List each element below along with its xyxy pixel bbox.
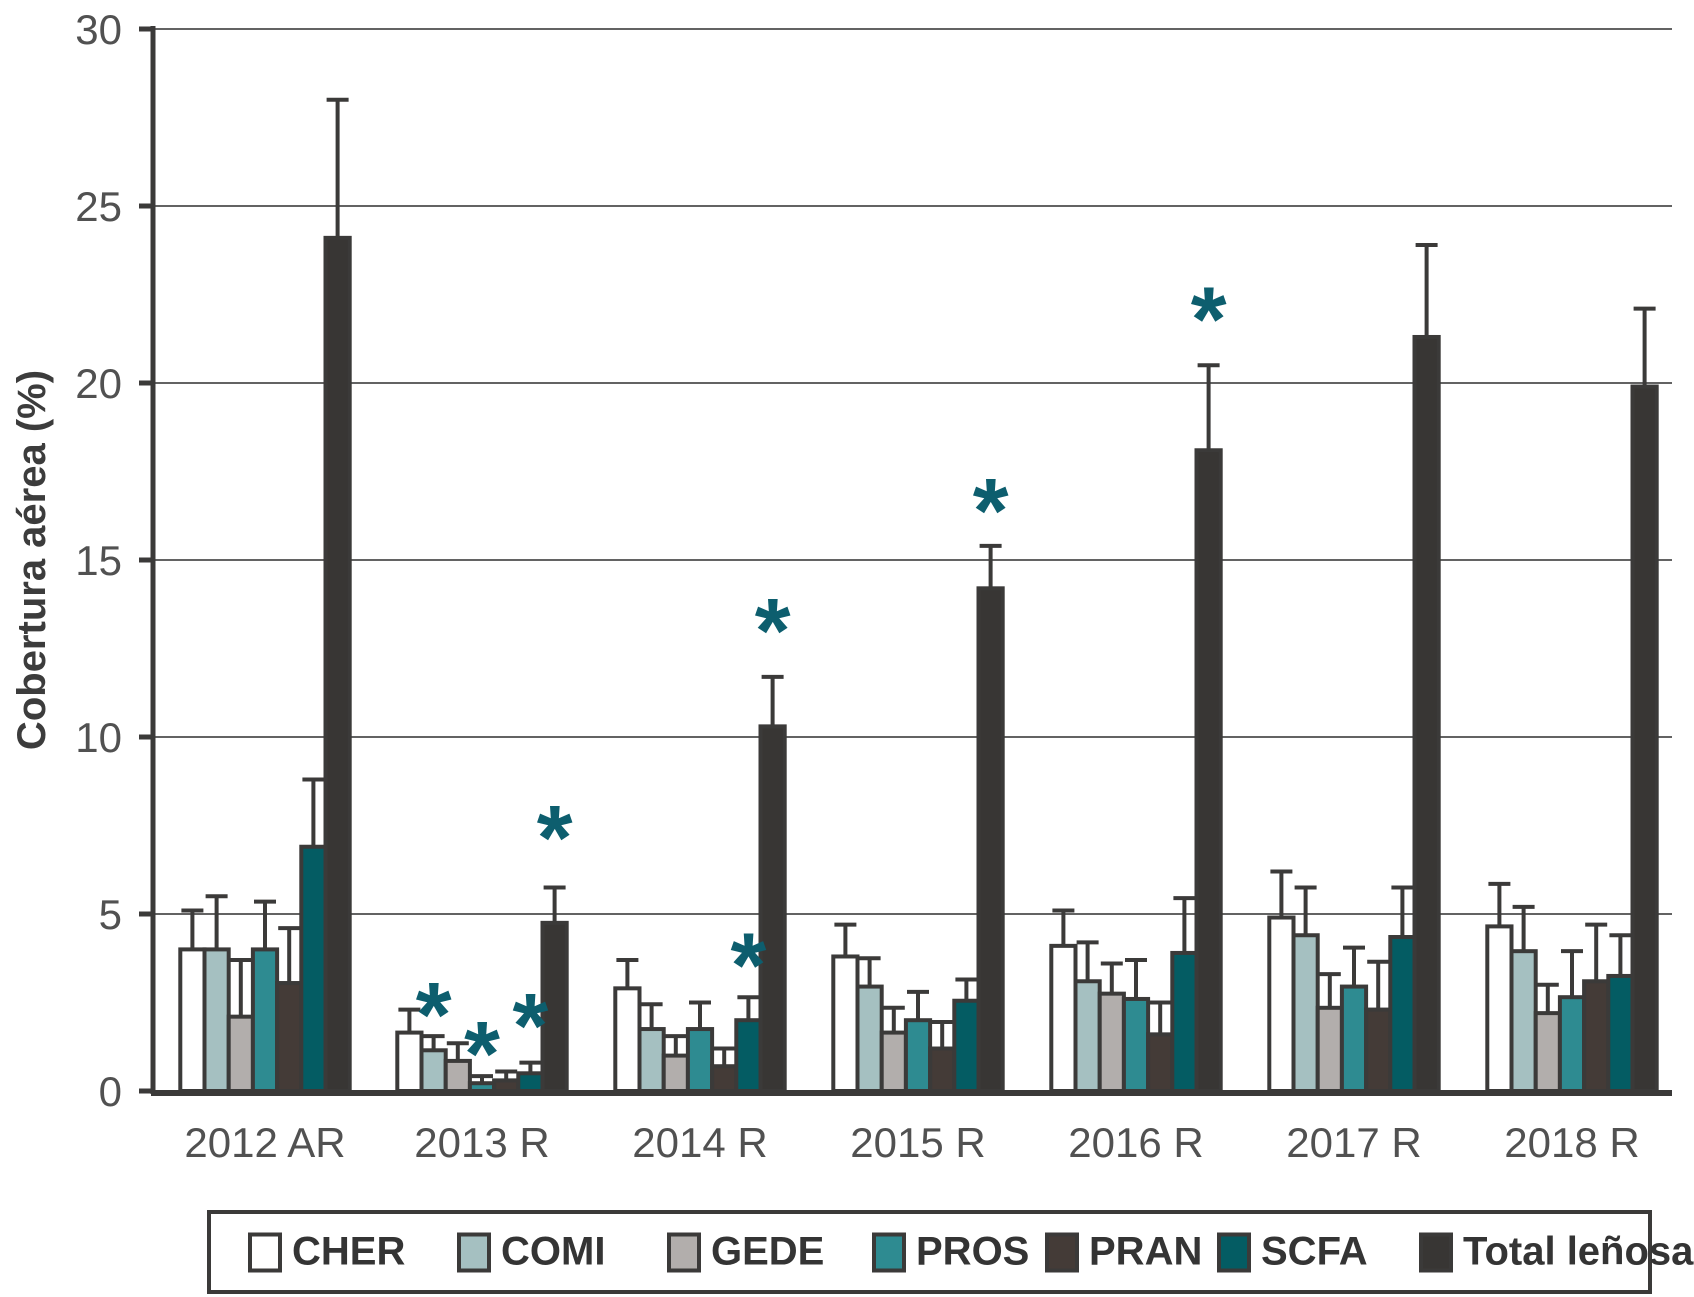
bar	[1557, 995, 1587, 1093]
bar	[758, 724, 787, 1093]
bar	[178, 947, 207, 1094]
y-tick-label: 10	[75, 714, 122, 761]
x-tick-label: 2012 AR	[184, 1119, 345, 1166]
significance-asterisk: *	[512, 975, 548, 1077]
legend-label: PROS	[916, 1229, 1030, 1274]
x-tick-label: 2016 R	[1068, 1119, 1203, 1166]
legend-swatch	[872, 1232, 906, 1272]
bar	[1606, 973, 1635, 1094]
bar	[1315, 1005, 1344, 1093]
legend-swatch	[667, 1232, 701, 1272]
y-tick-label: 5	[99, 891, 122, 938]
bar	[275, 981, 304, 1094]
bar	[685, 1027, 715, 1094]
legend-swatch	[1419, 1232, 1453, 1272]
bar	[879, 1030, 908, 1093]
bar	[976, 586, 1005, 1093]
bar	[831, 954, 860, 1093]
significance-asterisk: *	[464, 1004, 500, 1106]
bar	[299, 844, 328, 1093]
significance-asterisk: *	[755, 581, 791, 683]
legend-item: PROS	[872, 1230, 1029, 1275]
y-axis-title: Cobertura aérea (%)	[10, 369, 54, 751]
bar	[1121, 996, 1151, 1094]
bar	[323, 235, 352, 1094]
x-tick-label: 2018 R	[1504, 1119, 1639, 1166]
legend-swatch	[457, 1232, 491, 1272]
bar	[710, 1064, 739, 1093]
x-tick-label: 2014 R	[632, 1119, 767, 1166]
bar	[1339, 984, 1369, 1094]
bar	[613, 986, 642, 1094]
legend-item: CHER	[248, 1230, 405, 1275]
bar	[1267, 915, 1296, 1093]
legend-item: PRAN	[1045, 1230, 1202, 1275]
legend-item: GEDE	[667, 1230, 824, 1275]
bar	[1073, 979, 1102, 1094]
x-tick-label: 2013 R	[414, 1119, 549, 1166]
x-tick-label: 2015 R	[850, 1119, 985, 1166]
bar	[734, 1018, 763, 1094]
bar	[1146, 1032, 1175, 1093]
y-tick-label: 0	[99, 1068, 122, 1115]
bar	[855, 984, 884, 1094]
significance-asterisk: *	[1191, 269, 1227, 371]
significance-asterisk: *	[973, 460, 1009, 562]
bar	[661, 1053, 690, 1093]
bar	[1412, 334, 1441, 1094]
legend-label: Total leñosas	[1463, 1229, 1694, 1274]
bar	[1291, 933, 1320, 1093]
bar	[928, 1046, 957, 1094]
bar	[1170, 950, 1199, 1093]
y-tick-label: 15	[75, 537, 122, 584]
legend-label: COMI	[501, 1229, 606, 1274]
legend-item: COMI	[457, 1230, 605, 1275]
legend-swatch	[248, 1232, 282, 1272]
legend-item: SCFA	[1217, 1230, 1368, 1275]
bar	[226, 1014, 255, 1093]
bar	[1509, 949, 1538, 1093]
bar	[1533, 1011, 1562, 1093]
legend-swatch	[1045, 1232, 1079, 1272]
legend-label: GEDE	[711, 1229, 825, 1274]
bar	[1194, 448, 1223, 1093]
bar	[1097, 991, 1126, 1094]
legend-label: CHER	[292, 1229, 406, 1274]
bar	[952, 998, 981, 1093]
bar	[250, 947, 280, 1094]
significance-asterisk: *	[730, 915, 766, 1017]
legend-item: Total leñosas	[1419, 1230, 1694, 1275]
significance-asterisk: *	[537, 788, 573, 890]
bar	[1630, 384, 1659, 1094]
x-tick-label: 2017 R	[1286, 1119, 1421, 1166]
bar	[202, 947, 231, 1094]
legend-swatch	[1217, 1232, 1251, 1272]
bar	[540, 920, 569, 1093]
legend-label: SCFA	[1261, 1229, 1368, 1274]
y-tick-label: 20	[75, 360, 122, 407]
bar	[1049, 943, 1078, 1093]
bar	[1485, 924, 1514, 1094]
legend: CHER COMI GEDE PROS PRAN SCFA Total leñosas	[207, 1210, 1694, 1294]
y-tick-label: 25	[75, 183, 122, 230]
significance-asterisk: *	[416, 965, 452, 1067]
bar	[1364, 1007, 1393, 1094]
y-tick-label: 30	[75, 6, 122, 53]
bar	[1388, 935, 1417, 1094]
bar	[1582, 979, 1611, 1094]
bar	[637, 1027, 666, 1094]
legend-label: PRAN	[1089, 1229, 1203, 1274]
bar	[903, 1018, 933, 1094]
